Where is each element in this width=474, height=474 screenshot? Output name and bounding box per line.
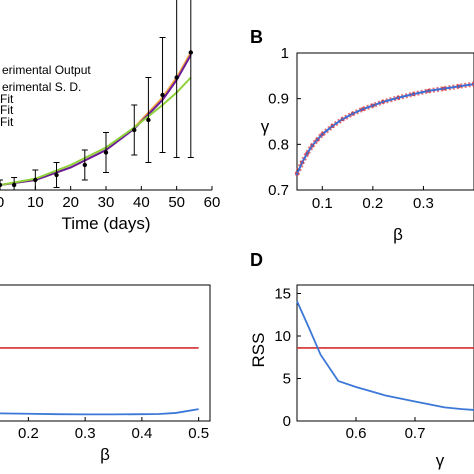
panel-a-legend-entry: Fit xyxy=(0,115,14,129)
panel-a-data-point xyxy=(54,172,59,178)
panel-b-y-tick-label: 0.8 xyxy=(268,136,289,153)
panel-c-x-tick-label: 0.2 xyxy=(18,425,39,442)
panel-a-data-point xyxy=(82,162,88,168)
panel-b-data-point xyxy=(315,137,320,142)
panel-c-x-tick-label: 0.5 xyxy=(188,425,209,442)
panel-b-data-point xyxy=(310,143,315,148)
panel-d-y-tick-label: 0 xyxy=(283,413,291,430)
panel-c-ticks: 0.2 0.3 0.4 0.5 xyxy=(18,417,209,442)
panel-b-data-point xyxy=(295,172,299,176)
panel-a-x-tick-label: 60 xyxy=(204,194,221,211)
panel-a-data-point xyxy=(11,182,17,188)
panel-a-legend-entry: Fit xyxy=(0,103,14,117)
panel-b-frame xyxy=(296,52,474,191)
panel-d-x-label: γ xyxy=(436,451,445,470)
panel-a-data-point xyxy=(0,182,3,188)
panel-a-series-line xyxy=(0,54,192,186)
panel-a-x-tick-label: 30 xyxy=(98,194,115,211)
panel-b-marker-band xyxy=(294,81,474,176)
panel-a-data-point xyxy=(174,75,179,80)
panel-a-data-point xyxy=(132,127,137,133)
panel-b-x-label: β xyxy=(393,225,403,244)
panel-b-data-point xyxy=(456,84,461,89)
panel-b-data-point xyxy=(330,124,335,128)
panel-a-legend-entry: erimental Output xyxy=(2,63,91,77)
panel-b-points xyxy=(294,81,474,176)
panel-b-data-point xyxy=(360,107,365,112)
panel-b-data-point xyxy=(320,132,325,137)
panel-b-data-point xyxy=(350,111,355,116)
panel-b-y-tick-label: 1 xyxy=(281,45,289,62)
panel-d-y-label: RSS xyxy=(249,333,268,368)
panel-d-series xyxy=(296,300,474,411)
panel-b-y-tick-label: 0.9 xyxy=(268,91,289,108)
panel-d-letter: D xyxy=(250,250,263,270)
panel-b: B γ β 0.7 0.8 0.9 1 0.1 0.2 0.3 xyxy=(250,27,474,244)
panel-b-data-point xyxy=(300,160,304,165)
panel-c-x-label: β xyxy=(100,445,110,464)
panel-b-data-point xyxy=(340,117,345,122)
panel-a-x-tick-label: 50 xyxy=(168,194,185,211)
panel-a-legend-entry: Fit xyxy=(0,92,14,106)
panel-a-x-tick-label: 0 xyxy=(0,194,4,211)
panel-a-x-tick-label: 20 xyxy=(62,194,79,211)
panel-d-frame xyxy=(296,284,474,422)
panel-a-points xyxy=(0,0,194,191)
panel-c: β 0.2 0.3 0.4 0.5 xyxy=(0,284,211,464)
panel-b-data-point xyxy=(305,151,310,156)
panel-a-data-point xyxy=(33,177,38,183)
panel-a: 0 10 20 30 40 50 60 Time (days) erimental Outp… xyxy=(0,0,220,233)
panel-b-y-tick-label: 0.7 xyxy=(268,182,289,199)
panel-b-x-tick-label: 0.1 xyxy=(312,195,333,212)
panel-d: D RSS γ 0 5 10 15 0.6 0.7 xyxy=(249,250,474,470)
panel-b-data-point xyxy=(426,89,431,93)
panel-b-data-point xyxy=(411,92,416,97)
panel-c-frame xyxy=(0,284,211,422)
panel-b-y-label: γ xyxy=(261,117,270,136)
panel-c-x-tick-label: 0.4 xyxy=(131,425,152,442)
panel-a-x-tick-label: 40 xyxy=(133,194,150,211)
panel-a-series xyxy=(0,52,192,186)
panel-b-data-point xyxy=(370,103,375,108)
panel-a-x-label: Time (days) xyxy=(61,214,150,233)
panel-a-data-point xyxy=(188,50,193,55)
panel-d-x-tick-label: 0.6 xyxy=(346,425,367,442)
panel-a-legend-entry: erimental S. D. xyxy=(2,80,81,94)
panel-a-x-ticks: 0 10 20 30 40 50 60 xyxy=(0,186,220,211)
panel-c-rss-line xyxy=(0,408,199,416)
panel-c-series xyxy=(0,347,199,416)
panel-b-letter: B xyxy=(250,27,263,47)
panel-a-x-tick-label: 10 xyxy=(27,194,44,211)
panel-d-ticks: 0 5 10 15 0.6 0.7 xyxy=(274,286,425,443)
panel-a-data-point xyxy=(103,150,109,155)
panel-a-series-line xyxy=(0,76,192,186)
panel-b-data-point xyxy=(381,99,385,104)
panel-a-data-point xyxy=(160,92,165,98)
panel-b-curve xyxy=(296,83,474,175)
panel-b-data-point xyxy=(441,86,446,91)
panel-a-data-point xyxy=(146,117,151,123)
panel-d-y-tick-label: 10 xyxy=(274,328,291,345)
panel-c-x-tick-label: 0.3 xyxy=(75,425,96,442)
panel-d-x-tick-label: 0.7 xyxy=(405,425,426,442)
panel-d-y-tick-label: 5 xyxy=(283,371,291,388)
panel-b-x-tick-label: 0.3 xyxy=(413,195,434,212)
panel-b-data-point xyxy=(396,95,401,100)
panel-b-x-tick-label: 0.2 xyxy=(362,195,383,212)
panel-b-ticks: 0.7 0.8 0.9 1 0.1 0.2 0.3 xyxy=(268,45,434,212)
panel-d-y-tick-label: 15 xyxy=(274,286,291,303)
panel-d-rss-line xyxy=(296,300,474,411)
